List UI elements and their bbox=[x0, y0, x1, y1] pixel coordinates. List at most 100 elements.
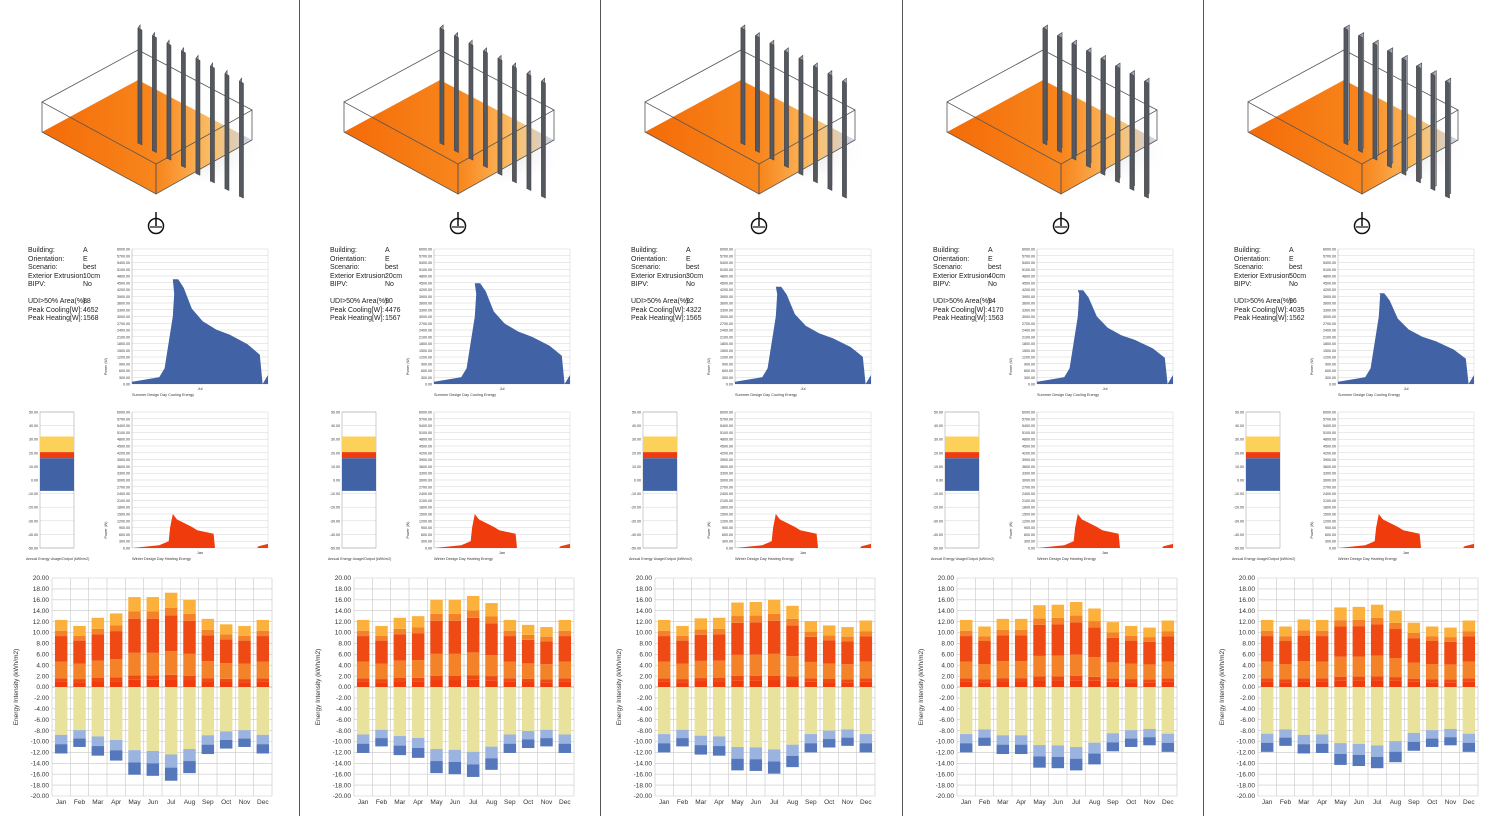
month-bar-negative bbox=[804, 734, 818, 744]
y-tick-label: 1500.00 bbox=[1022, 349, 1035, 353]
y-tick-label: 4800.00 bbox=[1323, 275, 1336, 279]
month-bar-positive bbox=[786, 656, 799, 677]
month-bar-positive bbox=[430, 680, 443, 687]
info-label: BIPV: bbox=[330, 281, 348, 289]
y-tick-label: 1800.00 bbox=[1022, 342, 1035, 346]
y-tick-label: 6000.00 bbox=[117, 248, 130, 252]
y-axis-title: Power (W) bbox=[104, 358, 108, 375]
x-tick-label: Sep bbox=[1107, 799, 1119, 806]
month-bar-positive bbox=[996, 661, 1010, 679]
y-tick-label: 5700.00 bbox=[419, 417, 432, 421]
y-tick-label: 6000.00 bbox=[1323, 248, 1336, 252]
y-tick-label: 900.00 bbox=[722, 362, 733, 366]
y-tick-label: -6.00 bbox=[34, 717, 49, 724]
facade-fin-side bbox=[1401, 57, 1407, 176]
month-bar-positive bbox=[1352, 619, 1366, 627]
x-tick-label: Feb bbox=[677, 799, 689, 806]
y-tick-label: 2400.00 bbox=[117, 492, 130, 496]
y-tick-label: 3600.00 bbox=[720, 465, 733, 469]
y-tick-label: 3600.00 bbox=[720, 302, 733, 306]
facade-fin-side bbox=[526, 73, 532, 192]
y-axis-title: Power (W) bbox=[1009, 358, 1013, 375]
y-axis-title: Power (W) bbox=[707, 358, 711, 375]
y-tick-label: 20.00 bbox=[1239, 575, 1256, 582]
y-tick-label: 50.00 bbox=[934, 411, 943, 415]
month-bar-positive bbox=[1407, 678, 1421, 682]
month-bar-negative bbox=[128, 687, 141, 751]
y-tick-label: 3600.00 bbox=[419, 302, 432, 306]
chart-title: Winter Design Day Heating Energy bbox=[735, 557, 794, 561]
annual-bar-heating bbox=[40, 452, 74, 459]
month-bar-positive bbox=[238, 625, 251, 636]
y-tick-label: 5400.00 bbox=[117, 424, 130, 428]
y-tick-label: 900.00 bbox=[1024, 526, 1035, 530]
month-bar-positive bbox=[466, 679, 480, 687]
facade-fin-side bbox=[798, 57, 804, 176]
month-bar-negative bbox=[1297, 734, 1311, 745]
info-label: Orientation: bbox=[631, 255, 668, 263]
y-tick-label: 18.00 bbox=[33, 586, 50, 593]
month-bar-negative bbox=[822, 739, 836, 748]
y-tick-label: 3000.00 bbox=[1323, 479, 1336, 483]
month-bar-positive bbox=[1106, 662, 1120, 679]
chart-title: Annual Energy Usage/Output (kWh/m2) bbox=[1232, 557, 1295, 561]
y-tick-label: -14.00 bbox=[634, 761, 653, 768]
y-tick-label: 2700.00 bbox=[117, 322, 130, 326]
x-tick-label: Aug bbox=[1089, 799, 1101, 806]
chart-title: Winter Design Day Heating Energy bbox=[1037, 557, 1096, 561]
month-bar-positive bbox=[558, 681, 572, 687]
y-tick-label: 3900.00 bbox=[117, 458, 130, 462]
y-tick-label: 1500.00 bbox=[720, 513, 733, 517]
month-bar-positive bbox=[238, 640, 251, 664]
info-value: 20cm bbox=[385, 272, 403, 280]
y-tick-label: -10.00 bbox=[1234, 492, 1244, 496]
month-bar-positive bbox=[804, 681, 818, 687]
y-tick-label: 1500.00 bbox=[419, 349, 432, 353]
month-bar-positive bbox=[1389, 658, 1402, 678]
y-axis-title: Power (W) bbox=[1009, 522, 1013, 539]
month-bar-positive bbox=[1069, 680, 1083, 687]
y-tick-label: 600.00 bbox=[119, 369, 130, 373]
y-tick-label: 3900.00 bbox=[117, 295, 130, 299]
annual-bar-cooling bbox=[342, 458, 376, 480]
y-tick-label: 1500.00 bbox=[1323, 349, 1336, 353]
annual-chart: 50.00 40.00 30.00 20.00 10.00 0.00 -10.00 -20.0… bbox=[931, 411, 994, 562]
month-bar-positive bbox=[430, 620, 443, 654]
month-bar-positive bbox=[996, 678, 1010, 682]
y-tick-label: 300.00 bbox=[722, 540, 733, 544]
month-bar-negative bbox=[73, 730, 86, 739]
month-bar-positive bbox=[1297, 678, 1311, 682]
month-bar-positive bbox=[694, 634, 708, 661]
month-bar-positive bbox=[749, 654, 763, 676]
month-bar-negative bbox=[1462, 742, 1476, 752]
info-value: 4035 bbox=[1289, 306, 1305, 314]
y-tick-label: 4200.00 bbox=[1323, 288, 1336, 292]
month-bar-positive bbox=[731, 616, 744, 623]
month-bar-positive bbox=[1389, 677, 1402, 681]
month-bar-negative bbox=[430, 761, 443, 774]
month-bar-negative bbox=[1425, 738, 1439, 747]
month-bar-negative bbox=[375, 687, 388, 730]
month-bar-negative bbox=[657, 734, 671, 744]
y-tick-label: 2100.00 bbox=[720, 499, 733, 503]
y-tick-label: 6000.00 bbox=[419, 411, 432, 415]
month-bar-positive bbox=[712, 628, 726, 635]
y-tick-label: -10.00 bbox=[28, 492, 38, 496]
month-bar-negative bbox=[731, 747, 744, 759]
y-tick-label: 40.00 bbox=[29, 424, 38, 428]
y-tick-label: 4200.00 bbox=[1022, 288, 1035, 292]
x-tick-label: Apr bbox=[1016, 799, 1027, 806]
y-axis-title: Power (W) bbox=[104, 522, 108, 539]
month-bar-positive bbox=[676, 635, 689, 641]
month-bar-positive bbox=[73, 663, 86, 680]
month-bar-positive bbox=[183, 613, 196, 621]
chart-title: Winter Design Day Heating Energy bbox=[434, 557, 493, 561]
month-bar-negative bbox=[1425, 687, 1439, 731]
month-bar-negative bbox=[356, 734, 370, 744]
y-tick-label: 2100.00 bbox=[1022, 499, 1035, 503]
x-tick-label: Jun bbox=[148, 799, 159, 806]
month-bar-negative bbox=[256, 734, 270, 745]
x-tick-label: Dec bbox=[1463, 799, 1475, 806]
cooling-chart-area bbox=[1037, 290, 1173, 384]
month-bar-positive bbox=[1260, 681, 1274, 687]
